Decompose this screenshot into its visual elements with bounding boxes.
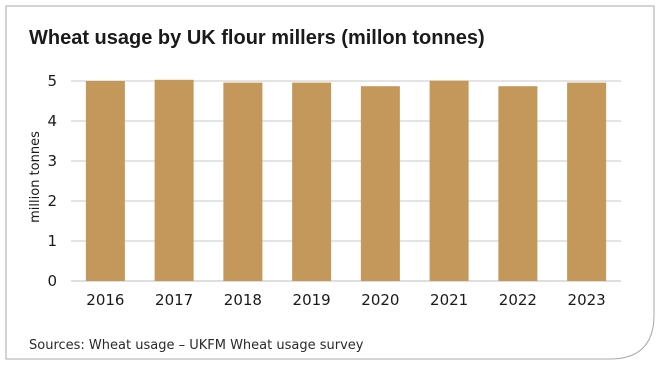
x-tick-label: 2023 bbox=[568, 291, 606, 309]
chart-title: Wheat usage by UK flour millers (millon … bbox=[29, 27, 485, 49]
x-tick-label: 2017 bbox=[155, 291, 193, 309]
bar-2023 bbox=[567, 82, 607, 281]
bar-2017 bbox=[154, 79, 194, 281]
gridlines bbox=[71, 80, 621, 282]
bar-2019 bbox=[292, 82, 332, 281]
x-axis-ticks: 2016 2017 2018 2019 2020 2021 2022 2023 bbox=[86, 291, 605, 309]
y-tick-label: 3 bbox=[47, 152, 57, 170]
y-tick-label: 0 bbox=[47, 272, 57, 290]
y-tick-label: 5 bbox=[47, 72, 57, 90]
y-tick-label: 4 bbox=[47, 112, 57, 130]
x-tick-label: 2016 bbox=[86, 291, 124, 309]
x-tick-label: 2018 bbox=[224, 291, 262, 309]
bar-2016 bbox=[85, 81, 125, 281]
y-axis-ticks: 0 1 2 3 4 5 bbox=[47, 72, 57, 290]
x-tick-label: 2020 bbox=[361, 291, 399, 309]
y-tick-label: 2 bbox=[47, 192, 57, 210]
bar-2020 bbox=[360, 86, 400, 281]
bar-2018 bbox=[223, 82, 263, 281]
chart-card: Wheat usage by UK flour millers (millon … bbox=[5, 5, 655, 360]
x-tick-label: 2019 bbox=[293, 291, 331, 309]
bar-2021 bbox=[429, 80, 469, 281]
y-axis-label: million tonnes bbox=[28, 131, 43, 223]
y-tick-label: 1 bbox=[47, 232, 57, 250]
x-tick-label: 2021 bbox=[430, 291, 468, 309]
bar-2022 bbox=[498, 86, 538, 281]
x-tick-label: 2022 bbox=[499, 291, 537, 309]
source-note: Sources: Wheat usage – UKFM Wheat usage … bbox=[29, 338, 364, 353]
bars bbox=[85, 79, 607, 281]
card-border bbox=[5, 5, 655, 360]
